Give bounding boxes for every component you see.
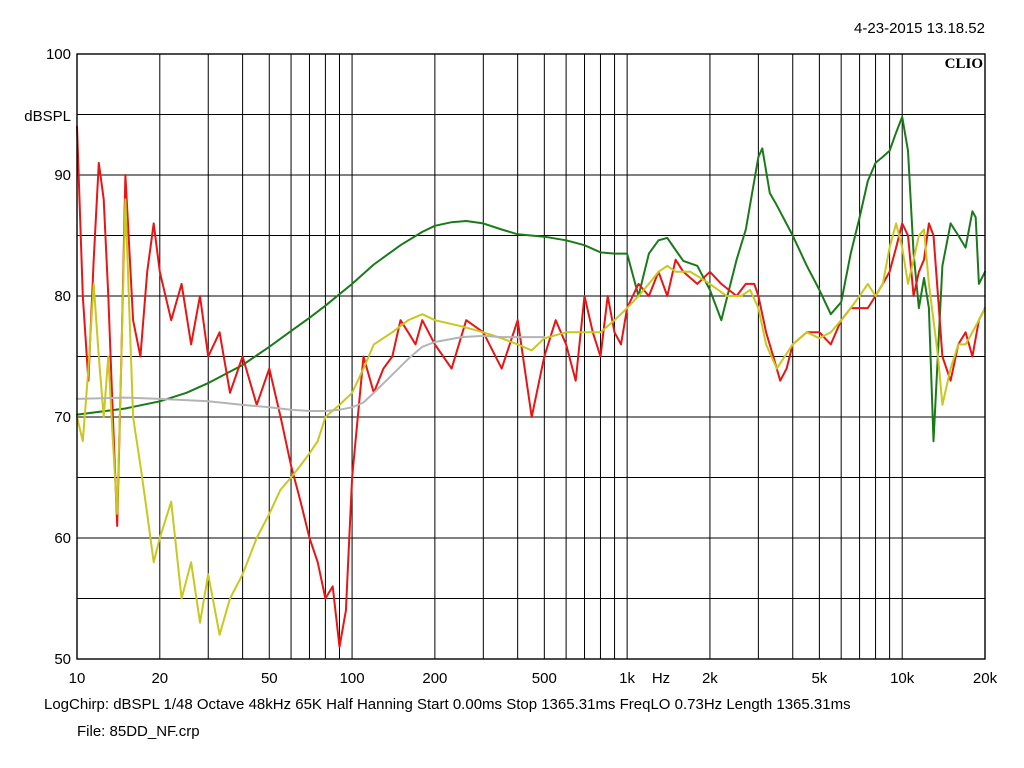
x-tick-label: 20 (151, 670, 168, 687)
x-tick-label: 500 (532, 670, 557, 687)
x-tick-label: 10 (69, 670, 86, 687)
x-tick-label: 100 (340, 670, 365, 687)
series-line-4 (76, 334, 546, 412)
file-name: File: 85DD_NF.crp (77, 723, 200, 740)
y-tick-label: 50 (54, 651, 71, 668)
x-tick-label: 50 (261, 670, 278, 687)
x-tick-label: 200 (422, 670, 447, 687)
measurement-info: LogChirp: dBSPL 1/48 Octave 48kHz 65K Ha… (44, 696, 851, 713)
y-tick-label: 60 (54, 530, 71, 547)
x-tick-label: 5k (811, 670, 827, 687)
y-tick-label: 70 (54, 409, 71, 426)
x-tick-label: 2k (702, 670, 718, 687)
series-line-3 (76, 198, 986, 636)
brand-logo: CLIO (945, 56, 983, 72)
x-axis-label: Hz (652, 670, 670, 687)
y-tick-label: 100 (46, 46, 71, 63)
series-layer (76, 115, 986, 648)
x-tick-label: 10k (890, 670, 915, 687)
plot-border (76, 53, 986, 660)
tick-labels: 50 60 70 80 90 100 10 20 50 100 200 500 1k 2k 5k 10k 20k (46, 46, 998, 687)
series-line-1 (76, 115, 986, 443)
x-tick-label: 1k (619, 670, 635, 687)
timestamp: 4-23-2015 13.18.52 (854, 20, 985, 37)
y-tick-label: 80 (54, 288, 71, 305)
x-tick-label: 20k (973, 670, 998, 687)
y-axis-label: dBSPL (24, 108, 71, 125)
y-tick-label: 90 (54, 167, 71, 184)
